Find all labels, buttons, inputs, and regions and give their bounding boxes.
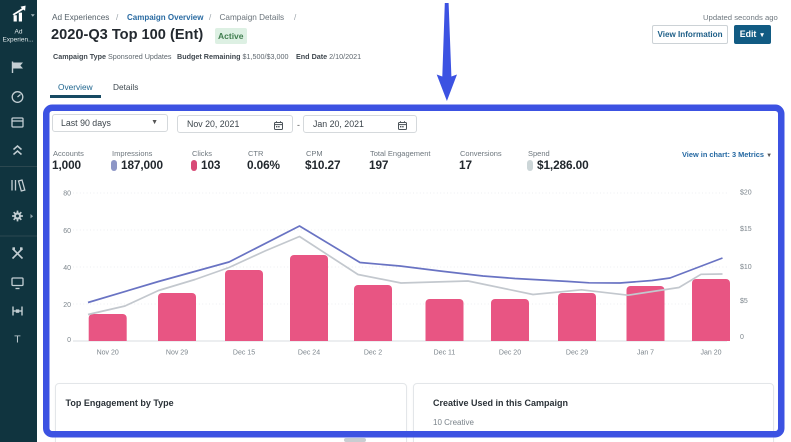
svg-text:Experien...: Experien... [2,37,33,44]
svg-text:Nov 29: Nov 29 [166,350,188,357]
svg-text:0: 0 [67,337,71,344]
svg-text:Dec 29: Dec 29 [566,350,588,357]
svg-text:Dec 15: Dec 15 [233,350,255,357]
svg-text:60: 60 [63,228,71,235]
svg-text:80: 80 [63,191,71,198]
svg-text:Ad: Ad [15,29,23,36]
svg-text:Dec 20: Dec 20 [499,350,521,357]
svg-text:Jan 20: Jan 20 [700,350,721,357]
svg-text:Jan 7: Jan 7 [637,350,654,357]
svg-text:Dec 11: Dec 11 [434,350,456,357]
svg-text:T: T [14,334,21,346]
svg-text:Nov 20: Nov 20 [97,350,119,357]
svg-text:Dec 24: Dec 24 [298,350,320,357]
svg-text:40: 40 [63,265,71,272]
svg-text:$10: $10 [740,264,752,271]
svg-text:$15: $15 [740,226,752,233]
svg-text:$20: $20 [740,190,752,197]
svg-text:0: 0 [740,334,744,341]
svg-text:20: 20 [63,302,71,309]
svg-text:Dec 2: Dec 2 [364,350,382,357]
svg-text:$5: $5 [740,298,748,305]
